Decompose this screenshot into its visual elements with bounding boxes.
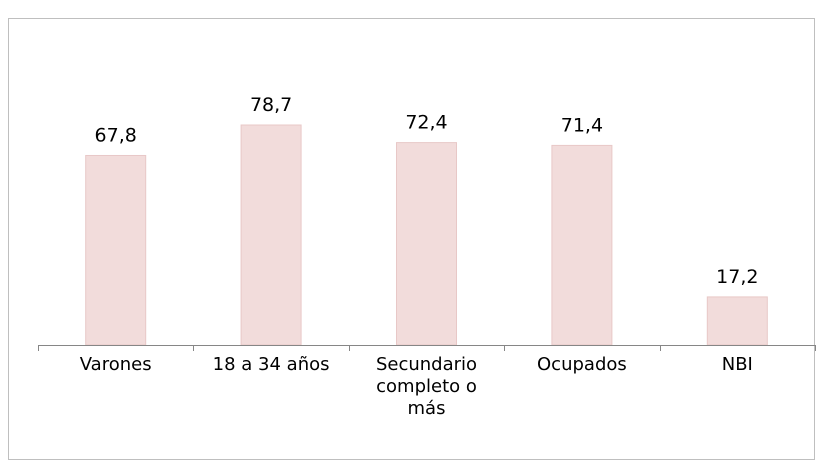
data-label: 72,4	[405, 112, 447, 134]
data-label: 71,4	[561, 114, 603, 136]
x-tick-label: NBI	[721, 354, 753, 375]
bar	[551, 144, 613, 346]
x-tick-label: Varones	[79, 354, 152, 375]
bar	[396, 142, 457, 346]
bar	[85, 154, 147, 346]
data-label: 67,8	[95, 124, 137, 146]
chart-frame	[8, 18, 815, 460]
x-tick-label: Ocupados	[537, 354, 627, 375]
bar	[706, 296, 768, 346]
x-tick-label: 18 a 34 años	[212, 354, 330, 375]
data-label: 78,7	[250, 94, 292, 116]
bar	[240, 124, 302, 346]
data-label: 17,2	[716, 266, 758, 288]
x-tick-label: Secundario completo o más	[375, 354, 478, 419]
